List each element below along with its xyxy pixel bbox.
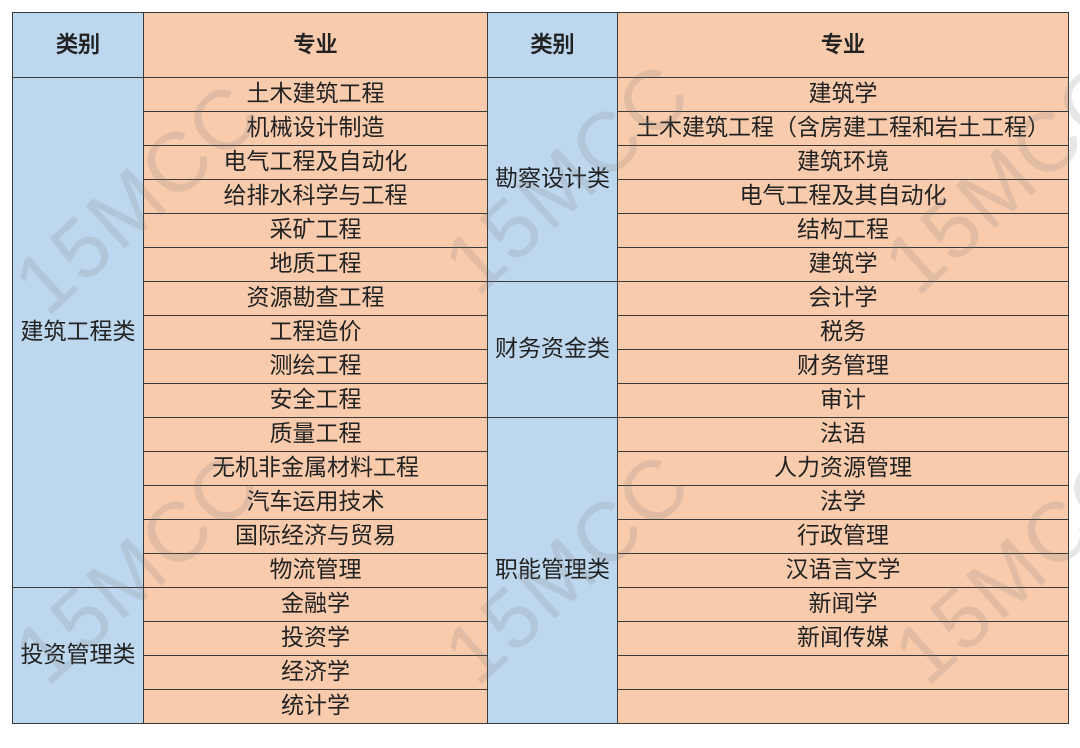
major-cell-right: 建筑学 <box>617 77 1069 112</box>
header-category-right: 类别 <box>487 12 618 78</box>
major-cell-right: 建筑环境 <box>617 145 1069 180</box>
table-row: 机械设计制造 土木建筑工程（含房建工程和岩土工程） <box>13 111 1069 146</box>
table-row: 地质工程 建筑学 <box>13 247 1069 282</box>
major-cell-right: 结构工程 <box>617 213 1069 248</box>
major-cell-left: 安全工程 <box>143 383 488 418</box>
major-cell-right: 行政管理 <box>617 519 1069 554</box>
major-cell-left: 无机非金属材料工程 <box>143 451 488 486</box>
major-cell-left: 机械设计制造 <box>143 111 488 146</box>
major-cell-right: 人力资源管理 <box>617 451 1069 486</box>
table-row: 质量工程 职能管理类 法语 <box>13 417 1069 724</box>
major-cell-left: 统计学 <box>143 689 488 724</box>
major-cell-left: 物流管理 <box>143 553 488 588</box>
table-row: 工程造价 税务 <box>13 315 1069 350</box>
major-cell-left: 电气工程及自动化 <box>143 145 488 180</box>
majors-table: 类别 专业 类别 专业 建筑工程类 土木建筑工程 勘察设计类 建筑学 机械设计制造 土木建… <box>12 12 1069 724</box>
major-cell-left: 经济学 <box>143 655 488 690</box>
category-cell-right: 财务资金类 <box>487 281 618 418</box>
major-cell-left: 给排水科学与工程 <box>143 179 488 214</box>
major-cell-left: 工程造价 <box>143 315 488 350</box>
table-row: 经济学 <box>13 655 1069 690</box>
major-cell-left: 国际经济与贸易 <box>143 519 488 554</box>
major-cell-right <box>617 655 1069 690</box>
category-cell-right: 职能管理类 <box>487 417 618 724</box>
header-category-left: 类别 <box>12 12 144 78</box>
major-cell-right <box>617 689 1069 724</box>
table-row: 采矿工程 结构工程 <box>13 213 1069 248</box>
major-cell-right: 土木建筑工程（含房建工程和岩土工程） <box>617 111 1069 146</box>
table-row: 测绘工程 财务管理 <box>13 349 1069 384</box>
major-cell-right: 审计 <box>617 383 1069 418</box>
category-cell-right: 勘察设计类 <box>487 77 618 282</box>
table-row: 建筑工程类 土木建筑工程 勘察设计类 建筑学 <box>12 77 1069 588</box>
header-row: 类别 专业 类别 专业 <box>12 12 1069 78</box>
header-major-left: 专业 <box>143 12 488 78</box>
table-row: 统计学 <box>13 689 1069 724</box>
major-cell-right: 新闻传媒 <box>617 621 1069 656</box>
major-cell-left: 测绘工程 <box>143 349 488 384</box>
table-row: 汽车运用技术 法学 <box>13 485 1069 520</box>
major-cell-left: 汽车运用技术 <box>143 485 488 520</box>
major-cell-left: 土木建筑工程 <box>143 77 488 112</box>
major-cell-left: 质量工程 <box>143 417 488 452</box>
major-cell-left: 投资学 <box>143 621 488 656</box>
table-row: 给排水科学与工程 电气工程及其自动化 <box>13 179 1069 214</box>
major-cell-left: 地质工程 <box>143 247 488 282</box>
major-cell-right: 税务 <box>617 315 1069 350</box>
major-cell-left: 采矿工程 <box>143 213 488 248</box>
major-cell-right: 汉语言文学 <box>617 553 1069 588</box>
table-row: 国际经济与贸易 行政管理 <box>13 519 1069 554</box>
major-cell-right: 新闻学 <box>617 587 1069 622</box>
table-row: 资源勘查工程 财务资金类 会计学 <box>13 281 1069 418</box>
table-row: 物流管理 汉语言文学 <box>13 553 1069 588</box>
category-cell-left: 建筑工程类 <box>12 77 144 588</box>
major-cell-right: 建筑学 <box>617 247 1069 282</box>
table-row: 投资管理类 金融学 新闻学 <box>12 587 1069 724</box>
major-cell-left: 金融学 <box>143 587 488 622</box>
major-cell-left: 资源勘查工程 <box>143 281 488 316</box>
major-cell-right: 法语 <box>617 417 1069 452</box>
major-cell-right: 会计学 <box>617 281 1069 316</box>
table-row: 投资学 新闻传媒 <box>13 621 1069 656</box>
major-cell-right: 财务管理 <box>617 349 1069 384</box>
major-cell-right: 法学 <box>617 485 1069 520</box>
header-major-right: 专业 <box>617 12 1069 78</box>
category-cell-left: 投资管理类 <box>12 587 144 724</box>
major-cell-right: 电气工程及其自动化 <box>617 179 1069 214</box>
